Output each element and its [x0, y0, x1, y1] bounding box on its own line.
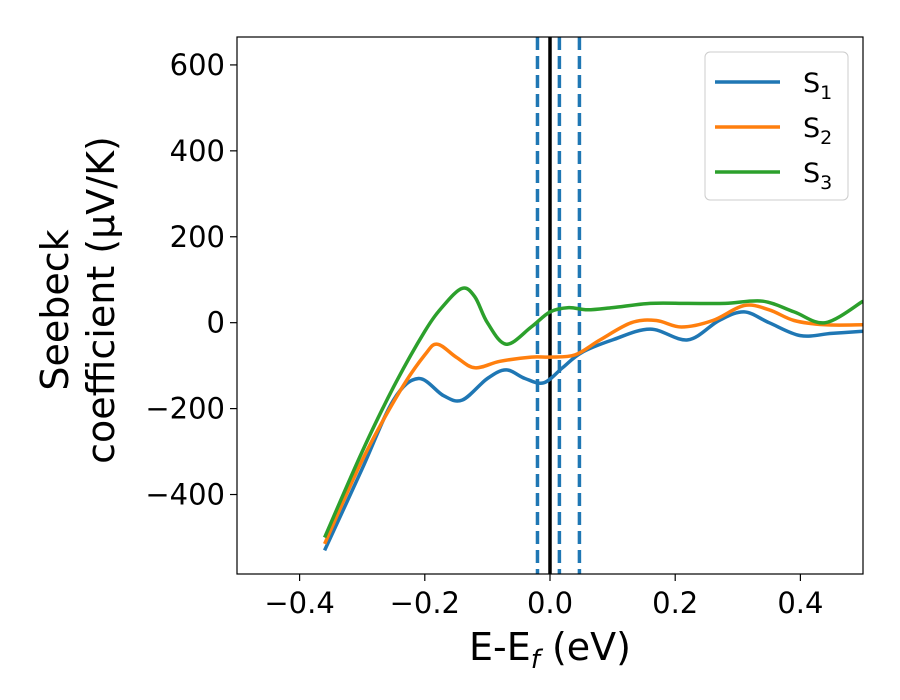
y-tick-label: 600 [170, 48, 225, 82]
reference-lines [535, 37, 582, 574]
y-tick-label: 200 [170, 220, 225, 254]
y-tick-label: 400 [170, 134, 225, 168]
x-tick-label: 0.4 [777, 586, 823, 620]
y-tick-label: −400 [145, 478, 225, 512]
series-line-s3 [322, 286, 863, 539]
legend-label-s2: S2 [803, 113, 832, 149]
y-tick-label: −200 [145, 392, 225, 426]
legend-label-s3: S3 [803, 158, 832, 194]
y-axis: −400 −200 0 200 400 600 [145, 48, 237, 512]
legend: S1 S2 S3 [704, 51, 849, 201]
y-axis-label-line2: coefficient (μV/K) [79, 136, 123, 464]
x-tick-label: 0.2 [652, 586, 698, 620]
series-lines [322, 286, 863, 552]
series-line-s1 [323, 310, 863, 552]
x-tick-label: −0.4 [264, 586, 334, 620]
y-tick-label: 0 [207, 306, 225, 340]
x-axis: −0.4 −0.2 0.0 0.2 0.4 [264, 574, 823, 620]
series-line-s2 [323, 303, 863, 545]
x-tick-label: −0.2 [390, 586, 460, 620]
x-axis-label: E-Ef (eV) [469, 625, 631, 675]
x-tick-label: 0.0 [527, 586, 573, 620]
y-axis-label-line1: Seebeck [33, 229, 77, 390]
legend-label-s1: S1 [803, 68, 832, 104]
